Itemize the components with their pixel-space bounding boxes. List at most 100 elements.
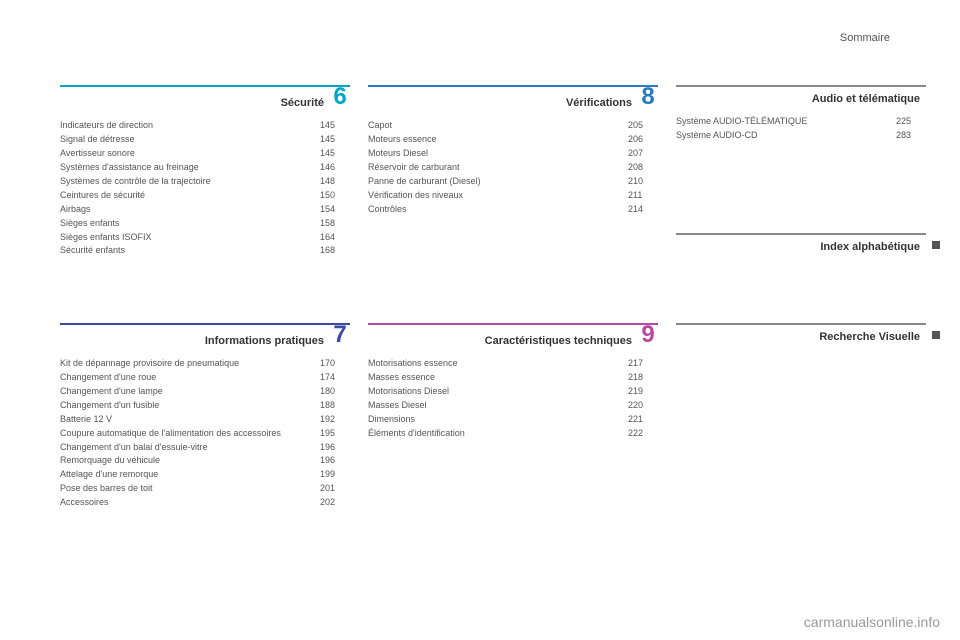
toc-label: Capot <box>368 119 628 133</box>
toc-page-number: 220 <box>628 399 658 413</box>
toc-row: Changement d'un balai d'essuie-vitre196 <box>60 441 350 455</box>
toc-label: Remorquage du véhicule <box>60 454 320 468</box>
section-title: Vérifications <box>368 93 638 109</box>
toc-page-number: 205 <box>628 119 658 133</box>
toc-page: Sommaire Sécurité 6 Indicateurs de direc… <box>0 0 960 640</box>
toc-row: Sécurité enfants168 <box>60 244 350 258</box>
section-body-securite: Indicateurs de direction145Signal de dét… <box>60 119 350 258</box>
toc-label: Changement d'une lampe <box>60 385 320 399</box>
header-label: Sommaire <box>840 32 890 44</box>
section-marker-icon <box>932 331 940 339</box>
toc-row: Systèmes de contrôle de la trajectoire14… <box>60 175 350 189</box>
section-title: Caractéristiques techniques <box>368 331 638 347</box>
toc-page-number: 145 <box>320 147 350 161</box>
section-recherche: Recherche Visuelle <box>676 323 926 510</box>
section-marker-icon <box>932 241 940 249</box>
toc-page-number: 195 <box>320 427 350 441</box>
toc-row: Système AUDIO-CD283 <box>676 129 926 143</box>
section-number: 8 <box>638 85 658 109</box>
section-title: Audio et télématique <box>676 89 926 105</box>
toc-row: Changement d'un fusible188 <box>60 399 350 413</box>
toc-row: Changement d'une roue174 <box>60 371 350 385</box>
section-header: Recherche Visuelle <box>676 323 926 343</box>
section-header: Informations pratiques 7 <box>60 323 350 347</box>
toc-row: Capot205 <box>368 119 658 133</box>
toc-row: Système AUDIO-TÉLÉMATIQUE225 <box>676 115 926 129</box>
toc-page-number: 148 <box>320 175 350 189</box>
section-header-index: Index alphabétique <box>676 233 926 253</box>
toc-row: Coupure automatique de l'alimentation de… <box>60 427 350 441</box>
toc-page-number: 217 <box>628 357 658 371</box>
toc-row: Sièges enfants158 <box>60 217 350 231</box>
section-title: Recherche Visuelle <box>676 327 926 343</box>
toc-page-number: 283 <box>896 129 926 143</box>
toc-page-number: 218 <box>628 371 658 385</box>
toc-page-number: 222 <box>628 427 658 441</box>
toc-label: Moteurs essence <box>368 133 628 147</box>
toc-label: Masses essence <box>368 371 628 385</box>
section-header: Vérifications 8 <box>368 85 658 109</box>
toc-page-number: 180 <box>320 385 350 399</box>
toc-label: Panne de carburant (Diesel) <box>368 175 628 189</box>
toc-row: Kit de dépannage provisoire de pneumatiq… <box>60 357 350 371</box>
toc-row: Réservoir de carburant208 <box>368 161 658 175</box>
section-number: 6 <box>330 85 350 109</box>
section-body-verifications: Capot205Moteurs essence206Moteurs Diesel… <box>368 119 658 217</box>
toc-page-number: 225 <box>896 115 926 129</box>
toc-page-number: 170 <box>320 357 350 371</box>
toc-label: Pose des barres de toit <box>60 482 320 496</box>
section-caract: Caractéristiques techniques 9 Motorisati… <box>368 323 658 510</box>
section-verifications: Vérifications 8 Capot205Moteurs essence2… <box>368 85 658 263</box>
toc-row: Éléments d'identification222 <box>368 427 658 441</box>
toc-label: Masses Diesel <box>368 399 628 413</box>
toc-row: Motorisations Diesel219 <box>368 385 658 399</box>
toc-label: Attelage d'une remorque <box>60 468 320 482</box>
toc-row: Remorquage du véhicule196 <box>60 454 350 468</box>
section-title: Sécurité <box>60 93 330 109</box>
toc-row: Accessoires202 <box>60 496 350 510</box>
toc-row: Changement d'une lampe180 <box>60 385 350 399</box>
toc-label: Coupure automatique de l'alimentation de… <box>60 427 320 441</box>
toc-label: Moteurs Diesel <box>368 147 628 161</box>
toc-label: Accessoires <box>60 496 320 510</box>
toc-page-number: 206 <box>628 133 658 147</box>
toc-label: Kit de dépannage provisoire de pneumatiq… <box>60 357 320 371</box>
section-infos: Informations pratiques 7 Kit de dépannag… <box>60 323 350 510</box>
toc-page-number: 207 <box>628 147 658 161</box>
section-number: 9 <box>638 323 658 347</box>
section-number: 7 <box>330 323 350 347</box>
toc-label: Changement d'un fusible <box>60 399 320 413</box>
toc-label: Avertisseur sonore <box>60 147 320 161</box>
toc-label: Sécurité enfants <box>60 244 320 258</box>
section-body-caract: Motorisations essence217Masses essence21… <box>368 357 658 441</box>
toc-page-number: 158 <box>320 217 350 231</box>
toc-row: Batterie 12 V192 <box>60 413 350 427</box>
toc-page-number: 219 <box>628 385 658 399</box>
section-title: Index alphabétique <box>676 237 926 253</box>
toc-label: Système AUDIO-CD <box>676 129 896 143</box>
toc-row: Contrôles214 <box>368 203 658 217</box>
section-header: Audio et télématique <box>676 85 926 105</box>
section-securite: Sécurité 6 Indicateurs de direction145Si… <box>60 85 350 263</box>
toc-label: Vérification des niveaux <box>368 189 628 203</box>
toc-page-number: 211 <box>628 189 658 203</box>
toc-row: Panne de carburant (Diesel)210 <box>368 175 658 189</box>
toc-label: Ceintures de sécurité <box>60 189 320 203</box>
toc-page-number: 208 <box>628 161 658 175</box>
toc-page-number: 164 <box>320 231 350 245</box>
toc-row: Sièges enfants ISOFIX164 <box>60 231 350 245</box>
section-header: Caractéristiques techniques 9 <box>368 323 658 347</box>
toc-row: Moteurs Diesel207 <box>368 147 658 161</box>
watermark: carmanualsonline.info <box>804 614 940 630</box>
toc-page-number: 154 <box>320 203 350 217</box>
toc-label: Dimensions <box>368 413 628 427</box>
toc-page-number: 199 <box>320 468 350 482</box>
toc-page-number: 196 <box>320 454 350 468</box>
toc-label: Changement d'un balai d'essuie-vitre <box>60 441 320 455</box>
toc-row: Signal de détresse145 <box>60 133 350 147</box>
section-body-infos: Kit de dépannage provisoire de pneumatiq… <box>60 357 350 510</box>
toc-page-number: 188 <box>320 399 350 413</box>
toc-row: Airbags154 <box>60 203 350 217</box>
toc-page-number: 201 <box>320 482 350 496</box>
section-title: Informations pratiques <box>60 331 330 347</box>
